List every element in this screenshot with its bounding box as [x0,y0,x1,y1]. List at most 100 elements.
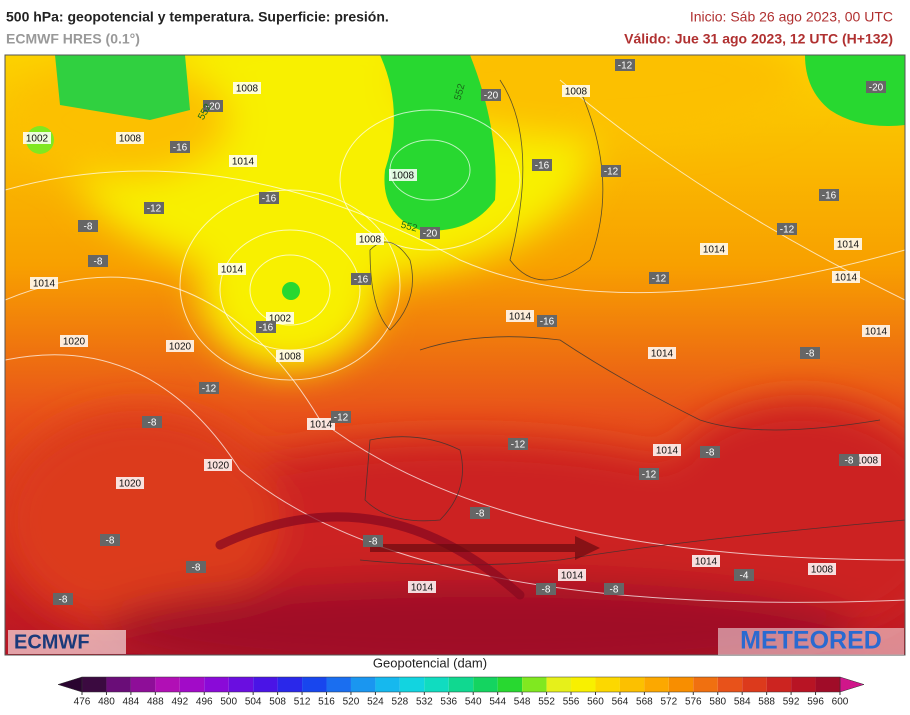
colorbar-tick-label: 556 [563,697,580,708]
pressure-label-bg [233,82,261,94]
pressure-label: 1014 [656,446,679,457]
temperature-label-bg [100,534,120,546]
colorbar-swatch [277,677,303,692]
colorbar-swatch [644,677,669,692]
colorbar-tick-label: 576 [685,697,702,708]
temperature-label-bg [700,446,720,458]
temperature-label: -8 [369,537,378,548]
pressure-label: 1014 [221,265,244,276]
colorbar-swatch [619,677,645,692]
pressure-label: 1014 [695,557,718,568]
pressure-label: 1014 [703,245,726,256]
colorbar-swatch [595,677,620,692]
temperature-label: -16 [173,143,188,154]
colorbar-tick-label: 536 [440,697,457,708]
temperature-label-bg [203,100,223,112]
colorbar-tick-label: 480 [98,697,115,708]
pressure-label-bg [166,340,194,352]
temperature-label-bg [819,189,839,201]
pressure-label-bg [60,335,88,347]
pressure-label: 1008 [811,565,834,576]
colorbar-swatch [424,677,449,692]
contour-label: 552 [399,220,418,235]
colorbar-swatch [668,677,694,692]
pressure-label: 1008 [359,235,382,246]
pressure-label: 1008 [119,134,142,145]
temperature-label-bg [259,192,279,204]
colorbar-tick-label: 508 [269,697,286,708]
temperature-label-bg [170,141,190,153]
low-center [282,282,300,300]
temperature-label-bg [363,535,383,547]
temperature-label: -16 [535,161,550,172]
contour-label: 552 [453,82,468,101]
flow-arrow [370,536,600,560]
temperature-label-bg [78,220,98,232]
colorbar-swatch [766,677,792,692]
temperature-label-bg [508,438,528,450]
temperature-label: -16 [259,323,274,334]
temperature-label: -16 [822,191,837,202]
temperature-label-bg [53,593,73,605]
pressure-label: 1020 [119,479,142,490]
temperature-label-bg [604,583,624,595]
pressure-label-bg [832,271,860,283]
pressure-label: 1020 [63,337,86,348]
low-greenland [55,55,190,120]
colorbar-tick-label: 528 [392,697,409,708]
colorbar-tick-label: 488 [147,697,164,708]
temperature-label: -12 [202,384,217,395]
temperature-label-bg [866,81,886,93]
temperature-label-bg [144,202,164,214]
colorbar-frame [81,676,841,693]
colorbar-tick-label: 564 [612,697,629,708]
pressure-label-bg [229,155,257,167]
low-north-sea [380,55,496,231]
temperature-label: -20 [423,229,438,240]
pressure-label-bg [562,85,590,97]
colorbar-tick-label: 580 [709,697,726,708]
pressure-label: 1014 [509,312,532,323]
colorbar-tick-label: 532 [416,697,433,708]
temperature-label-bg [536,583,556,595]
colorbar-swatch [130,677,156,692]
temperature-label-bg [777,223,797,235]
pressure-label-bg [834,238,862,250]
pressure-label: 1002 [269,314,292,325]
pressure-label-bg [116,477,144,489]
colorbar-swatch [473,677,498,692]
temperature-label-bg [481,89,501,101]
pressure-label-bg [700,243,728,255]
map: 1008 1002 1008 1014 1008 1008 1014 1014 1002 1008… [5,55,905,655]
pressure-label-bg [808,563,836,575]
pressure-label-bg [389,169,417,181]
colorbar-tick-label: 484 [123,697,140,708]
colorbar-swatch [448,677,474,692]
colorbar-swatch [155,677,180,692]
pressure-label-bg [653,444,681,456]
colorbar-tick-label: 512 [294,697,311,708]
temperature-label: -12 [334,413,349,424]
pressure-label-bg [356,233,384,245]
temperature-label: -8 [706,448,715,459]
colorbar-swatch [253,677,278,692]
logo-left: ECMWF [14,631,90,653]
pressure-label: 1020 [207,461,230,472]
temperature-label-bg [839,454,859,466]
colorbar-swatch [791,677,816,692]
temperature-label-bg [88,255,108,267]
colorbar-tick-label: 548 [514,697,531,708]
temperature-label-bg [420,227,440,239]
temperature-label: -16 [540,317,555,328]
colorbar-swatch [717,677,743,692]
temperature-label: -8 [542,585,551,596]
pressure-label: 1020 [169,342,192,353]
temperature-label-bg [639,468,659,480]
temperature-label: -12 [511,440,526,451]
temperature-label-bg [615,59,635,71]
colorbar-swatch [375,677,400,692]
colorbar-swatch [350,677,376,692]
colorbar-tick-label: 476 [74,697,91,708]
colorbar-tick-label: 584 [734,697,751,708]
temperature-label: -12 [618,61,633,72]
